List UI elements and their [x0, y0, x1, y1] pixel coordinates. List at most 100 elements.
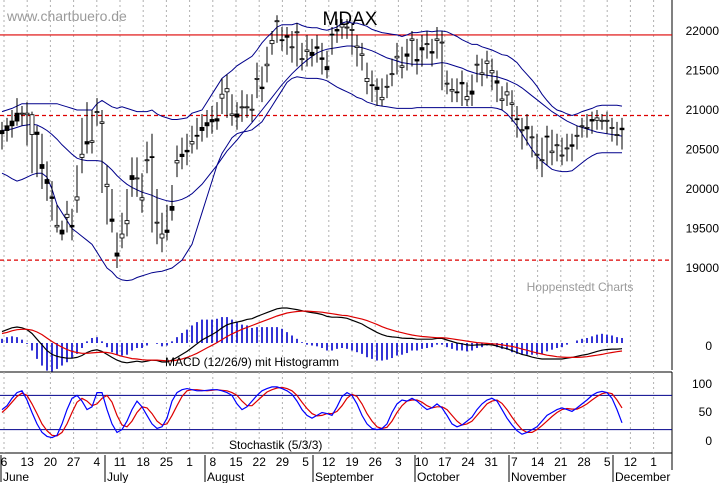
candle-down — [214, 118, 220, 122]
candle-down — [164, 229, 170, 233]
x-tick-label: 6 — [1, 455, 8, 469]
x-tick-label: 5 — [302, 455, 309, 469]
stochastic-panel: Stochastik (5/3/3) 100 50 0 — [0, 371, 712, 470]
macd-line — [1, 307, 623, 364]
candle-down — [334, 29, 340, 32]
candle-up — [274, 20, 280, 23]
candle-up — [389, 73, 395, 76]
candle-up — [409, 38, 415, 41]
candle-up — [559, 154, 565, 157]
candle-down — [469, 90, 475, 95]
candle-up — [79, 153, 85, 158]
candle-up — [554, 144, 560, 147]
price-y-tick-label: 21500 — [686, 64, 720, 78]
candle-up — [269, 40, 275, 45]
x-tick-label: 5 — [604, 455, 611, 469]
candle-up — [74, 196, 80, 201]
candle-up — [154, 221, 160, 224]
month-label: August — [207, 470, 245, 483]
candle-down — [69, 224, 75, 228]
candle-up — [379, 96, 385, 101]
candle-up — [254, 78, 260, 80]
candle-up — [444, 82, 450, 85]
candle-down — [209, 119, 215, 123]
x-tick-label: 28 — [577, 455, 591, 469]
macd-y-tick-0: 0 — [705, 339, 712, 353]
candle-up — [249, 108, 255, 111]
candle-down — [0, 130, 5, 135]
x-tick-label: 20 — [44, 455, 58, 469]
x-tick-label: 11 — [114, 455, 127, 469]
candle-up — [509, 102, 515, 105]
stoch-y-tick-labels: 100 50 0 — [692, 377, 712, 448]
candle-up — [174, 160, 180, 164]
candle-down — [9, 120, 15, 127]
candle-down — [194, 134, 200, 137]
candle-down — [49, 196, 55, 199]
price-level-lines — [0, 34, 672, 261]
candle-up — [464, 96, 470, 101]
month-label: June — [3, 470, 29, 483]
candle-up — [94, 111, 100, 113]
candle-up — [239, 106, 245, 109]
candle-down — [524, 126, 530, 130]
candle-down — [589, 119, 595, 122]
candle-down — [114, 252, 120, 257]
candle-up — [474, 63, 480, 66]
candlesticks — [0, 15, 625, 268]
candle-up — [144, 159, 150, 162]
stoch-y-tick-label: 0 — [705, 434, 712, 448]
x-tick-label: 1 — [650, 455, 657, 469]
candle-up — [479, 72, 485, 75]
candle-up — [539, 159, 545, 162]
candle-down — [34, 131, 40, 135]
candle-up — [614, 134, 620, 136]
candle-down — [184, 149, 190, 153]
candle-up — [139, 197, 145, 201]
stoch-y-tick-label: 100 — [692, 377, 712, 391]
price-grid — [3, 0, 655, 300]
candle-up — [399, 65, 405, 68]
candle-down — [14, 112, 20, 122]
candle-up — [499, 98, 505, 101]
price-chart-title: MDAX — [323, 9, 378, 30]
x-tick-label: 8 — [209, 455, 216, 469]
candle-up — [19, 112, 25, 115]
x-tick-label: 3 — [395, 455, 402, 469]
candle-up — [89, 140, 95, 143]
candle-down — [459, 81, 465, 85]
credit-text: Hoppenstedt Charts — [527, 280, 634, 294]
candle-up — [304, 49, 310, 52]
price-y-tick-label: 19500 — [686, 222, 720, 236]
candle-up — [599, 119, 605, 122]
candle-up — [219, 93, 225, 99]
candle-up — [449, 89, 455, 92]
x-tick-label: 4 — [93, 455, 100, 469]
candle-up — [224, 88, 230, 93]
stoch-d-line — [1, 386, 623, 437]
candle-down — [109, 218, 115, 222]
candle-down — [619, 127, 625, 131]
candle-up — [604, 119, 610, 122]
candle-down — [169, 205, 175, 211]
candle-up — [24, 112, 30, 116]
candle-down — [419, 47, 425, 51]
candle-down — [284, 35, 290, 38]
candle-down — [369, 84, 375, 87]
candle-up — [54, 224, 60, 228]
price-y-tick-label: 20000 — [686, 182, 720, 196]
candle-up — [64, 213, 70, 218]
bollinger-lower-line — [1, 76, 622, 282]
x-tick-labels: 6 13 20 27 4 11 18 25 1 8 15 22 29 5 12 19 26 3 10 17 24 31 7 1… — [1, 455, 658, 469]
candle-up — [434, 38, 440, 41]
candle-down — [309, 51, 315, 56]
stoch-level-lines — [0, 394, 672, 431]
candle-down — [514, 118, 520, 121]
x-tick-label: 25 — [160, 455, 174, 469]
candle-down — [259, 86, 265, 90]
x-tick-label: 31 — [485, 455, 499, 469]
candle-down — [414, 59, 420, 62]
candle-up — [549, 150, 555, 154]
x-tick-label: 22 — [253, 455, 267, 469]
